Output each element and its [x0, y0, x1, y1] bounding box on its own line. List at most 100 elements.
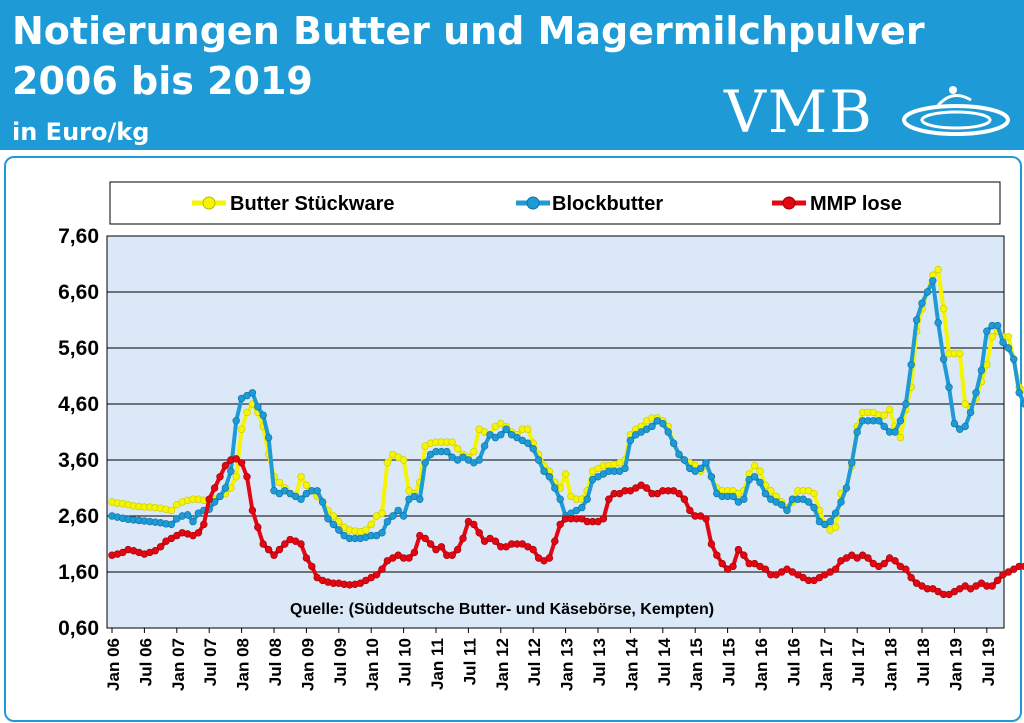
data-point-blockbutter — [966, 408, 975, 417]
x-tick-label: Jul 12 — [525, 638, 544, 686]
data-point-blockbutter — [324, 515, 332, 523]
data-point-butter — [302, 481, 311, 489]
series-lines — [108, 265, 1024, 599]
data-point-blockbutter — [621, 464, 629, 473]
data-point-blockbutter — [416, 495, 424, 503]
data-point-blockbutter — [313, 487, 321, 495]
data-point-blockbutter — [1015, 389, 1023, 397]
x-tick-label: Jul 08 — [266, 638, 285, 686]
x-tick-label: Jul 18 — [914, 638, 933, 686]
data-point-mmp — [907, 573, 915, 582]
data-point-blockbutter — [756, 478, 764, 487]
data-point-blockbutter — [335, 526, 343, 534]
data-point-blockbutter — [259, 411, 267, 419]
data-point-mmp — [740, 551, 748, 559]
x-tick-label: Jan 17 — [817, 638, 836, 691]
data-point-blockbutter — [675, 450, 683, 459]
data-point-blockbutter — [999, 338, 1007, 347]
data-point-blockbutter — [902, 400, 910, 408]
data-point-blockbutter — [939, 355, 948, 363]
data-point-mmp — [378, 565, 386, 573]
data-point-mmp — [761, 565, 770, 573]
data-point-blockbutter — [556, 495, 564, 503]
legend-marker-mmp — [782, 196, 796, 210]
data-point-blockbutter — [167, 520, 176, 529]
data-point-butter — [1004, 333, 1013, 341]
data-point-blockbutter — [761, 489, 770, 498]
data-point-butter — [956, 349, 964, 358]
data-point-blockbutter — [696, 464, 705, 473]
data-point-blockbutter — [934, 319, 942, 327]
data-point-butter — [232, 473, 240, 481]
data-point-mmp — [270, 551, 278, 559]
data-point-blockbutter — [950, 419, 959, 428]
data-point-blockbutter — [680, 456, 689, 464]
data-point-blockbutter — [891, 428, 899, 436]
data-point-mmp — [831, 565, 840, 573]
data-point-blockbutter — [837, 498, 845, 506]
data-point-blockbutter — [551, 484, 559, 492]
data-point-blockbutter — [896, 417, 905, 425]
data-point-butter — [810, 489, 818, 498]
x-tick-label: Jul 13 — [590, 638, 609, 686]
data-point-mmp — [599, 515, 608, 523]
data-point-mmp — [264, 545, 273, 554]
x-axis-ticks: Jan 06 Jul 06 Jan 07 Jul 07 Jan 08 Jul 08 Jan … — [104, 628, 998, 691]
data-point-blockbutter — [929, 277, 937, 285]
data-point-mmp — [426, 540, 435, 548]
data-point-mmp — [702, 515, 710, 523]
logo-text: VMB — [724, 78, 874, 146]
legend: Butter Stückware Blockbutter MMP lose — [109, 181, 1001, 225]
data-point-blockbutter — [740, 495, 748, 503]
y-tick-label: 6,60 — [58, 281, 99, 304]
data-point-blockbutter — [183, 511, 192, 519]
x-tick-label: Jan 09 — [298, 638, 317, 691]
data-point-blockbutter — [972, 389, 980, 397]
data-point-mmp — [254, 523, 262, 531]
data-point-butter — [378, 509, 386, 517]
y-tick-label: 4,60 — [58, 393, 99, 416]
data-point-blockbutter — [383, 517, 392, 526]
header-banner: Notierungen Butter und Magermilchpulver … — [0, 0, 1024, 150]
y-axis-ticks: 7,60 6,60 5,60 4,60 3,60 2,60 1,60 0,60 — [58, 225, 99, 640]
data-point-blockbutter — [443, 447, 451, 456]
data-point-mmp — [470, 520, 478, 529]
data-point-mmp — [680, 495, 689, 503]
data-point-blockbutter — [529, 445, 537, 453]
x-tick-label: Jan 10 — [363, 638, 382, 691]
x-tick-label: Jul 17 — [849, 638, 868, 686]
data-point-butter — [561, 470, 570, 478]
data-point-butter — [399, 456, 408, 464]
data-point-blockbutter — [702, 459, 710, 467]
data-point-mmp — [880, 559, 888, 568]
data-point-blockbutter — [810, 503, 818, 512]
data-point-butter — [880, 411, 888, 419]
data-point-butter — [297, 473, 305, 481]
data-point-blockbutter — [983, 327, 991, 335]
x-tick-label: Jan 16 — [752, 638, 771, 691]
data-point-blockbutter — [502, 425, 510, 433]
data-point-mmp — [491, 537, 500, 545]
data-point-mmp — [864, 554, 872, 562]
data-point-mmp — [453, 545, 462, 554]
data-point-butter — [885, 405, 894, 414]
data-point-butter — [988, 333, 996, 341]
y-tick-label: 0,60 — [58, 617, 99, 640]
data-point-mmp — [248, 506, 257, 515]
data-point-blockbutter — [578, 503, 586, 512]
data-point-mmp — [259, 540, 267, 548]
x-tick-label: Jan 18 — [882, 638, 901, 691]
y-tick-label: 3,60 — [58, 449, 99, 472]
y-tick-label: 5,60 — [58, 337, 99, 360]
data-point-mmp — [200, 520, 208, 529]
x-tick-label: Jul 10 — [396, 638, 415, 686]
data-point-mmp — [448, 551, 456, 559]
data-point-mmp — [551, 537, 559, 545]
data-point-blockbutter — [648, 422, 656, 431]
data-point-butter — [961, 400, 969, 408]
data-point-blockbutter — [907, 361, 915, 369]
data-point-blockbutter — [189, 517, 197, 526]
data-point-mmp — [221, 461, 230, 470]
data-point-mmp — [545, 554, 554, 562]
data-point-mmp — [902, 565, 910, 573]
